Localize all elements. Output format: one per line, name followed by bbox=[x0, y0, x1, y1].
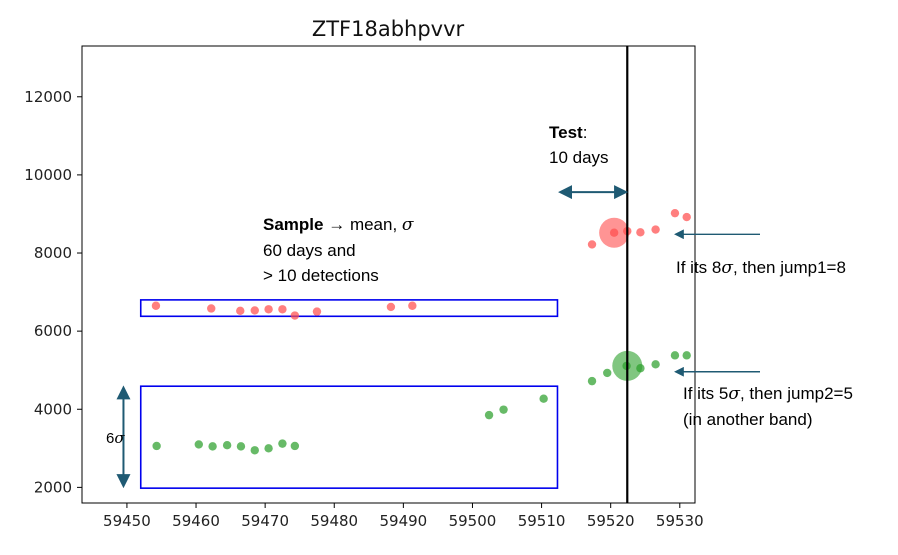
red-data-point bbox=[651, 225, 660, 234]
green-data-point bbox=[222, 440, 232, 450]
y-tick-label: 4000 bbox=[34, 400, 72, 418]
green-data-point bbox=[264, 444, 273, 453]
jump2-annotation: If its 5σ, then jump2=5 (in another band… bbox=[683, 381, 853, 432]
sample-detections-text: > 10 detections bbox=[263, 266, 379, 285]
test-colon: : bbox=[582, 123, 588, 142]
annotation-arrows bbox=[116, 185, 760, 489]
x-tick-label: 59530 bbox=[656, 512, 704, 530]
sample-label: Sample bbox=[263, 215, 324, 234]
y-tick-label: 12000 bbox=[24, 88, 72, 106]
green-data-point bbox=[682, 351, 691, 360]
green-data-point bbox=[539, 394, 548, 403]
green-data-point bbox=[484, 410, 494, 420]
six-sigma-label: 6σ bbox=[106, 426, 125, 451]
jump2-band-text: (in another band) bbox=[683, 410, 813, 429]
green-data-point bbox=[603, 368, 612, 378]
test-days-text: 10 days bbox=[549, 148, 609, 167]
red-data-point bbox=[670, 208, 680, 218]
sample-arrow-glyph: → bbox=[328, 215, 346, 234]
red-data-point bbox=[587, 240, 597, 249]
jump1-text-pre: If its 8 bbox=[676, 258, 722, 277]
green-data-point bbox=[290, 441, 300, 451]
green-data-point bbox=[651, 360, 660, 369]
axes: 59450 59460 59470 59480 59490 59500 59510 59520… bbox=[24, 45, 704, 530]
x-tick-label: 59510 bbox=[518, 512, 566, 530]
red-data-point bbox=[312, 307, 322, 316]
green-data-point bbox=[152, 441, 161, 451]
jump1-text-post: , then jump1=8 bbox=[732, 258, 846, 277]
red-data-point bbox=[278, 305, 287, 314]
test-label: Test bbox=[549, 123, 583, 142]
six-sigma-number: 6 bbox=[106, 430, 115, 447]
test-annotation: Test: 10 days bbox=[549, 120, 609, 170]
highlight-point-1 bbox=[599, 217, 630, 248]
green-data-point bbox=[250, 446, 259, 455]
red-data-point bbox=[151, 301, 161, 310]
jump2-sigma: σ bbox=[728, 384, 740, 404]
red-data-point bbox=[386, 302, 396, 312]
red-data-point bbox=[682, 212, 691, 222]
red-data-point bbox=[290, 311, 300, 320]
green-data-point bbox=[194, 440, 203, 449]
plot-frame bbox=[81, 45, 696, 504]
y-tick-label: 2000 bbox=[34, 478, 72, 496]
jump1-annotation: If its 8σ, then jump1=8 bbox=[676, 255, 846, 281]
y-tick-label: 10000 bbox=[24, 166, 72, 184]
red-data-point bbox=[236, 306, 245, 316]
red-data-point bbox=[250, 306, 259, 315]
jump1-sigma: σ bbox=[721, 258, 733, 278]
sample-box-1 bbox=[139, 299, 559, 318]
red-data-point bbox=[408, 301, 417, 310]
highlight-points bbox=[599, 217, 643, 381]
y-tick-label: 6000 bbox=[34, 322, 72, 340]
sigma-symbol: σ bbox=[401, 215, 414, 235]
green-data-point bbox=[236, 442, 246, 451]
sample-box-2 bbox=[139, 385, 559, 489]
x-tick-label: 59470 bbox=[241, 512, 289, 530]
y-tick-label: 8000 bbox=[34, 244, 72, 262]
chart-title: ZTF18abhpvvr bbox=[312, 17, 465, 41]
red-data-point bbox=[636, 228, 645, 237]
x-tick-label: 59460 bbox=[172, 512, 220, 530]
sample-annotation: Sample → mean, σ 60 days and > 10 detect… bbox=[263, 212, 414, 288]
jump2-text-post: , then jump2=5 bbox=[739, 384, 853, 403]
jump2-text-pre: If its 5 bbox=[683, 384, 729, 403]
green-data-point bbox=[587, 376, 597, 386]
green-data-point bbox=[670, 351, 680, 360]
green-data-point bbox=[499, 405, 508, 414]
six-sigma-symbol: σ bbox=[114, 429, 125, 447]
x-tick-label: 59520 bbox=[587, 512, 635, 530]
x-tick-label: 59500 bbox=[449, 512, 497, 530]
red-data-point bbox=[264, 305, 273, 314]
x-tick-label: 59450 bbox=[103, 512, 151, 530]
x-tick-label: 59480 bbox=[310, 512, 358, 530]
green-data-point bbox=[278, 439, 287, 448]
sample-days-text: 60 days and bbox=[263, 241, 356, 260]
sample-mean-text: mean, bbox=[345, 215, 402, 234]
x-tick-label: 59490 bbox=[379, 512, 427, 530]
red-data-point bbox=[207, 304, 216, 313]
sample-boxes bbox=[139, 299, 559, 489]
green-data-point bbox=[208, 442, 217, 451]
